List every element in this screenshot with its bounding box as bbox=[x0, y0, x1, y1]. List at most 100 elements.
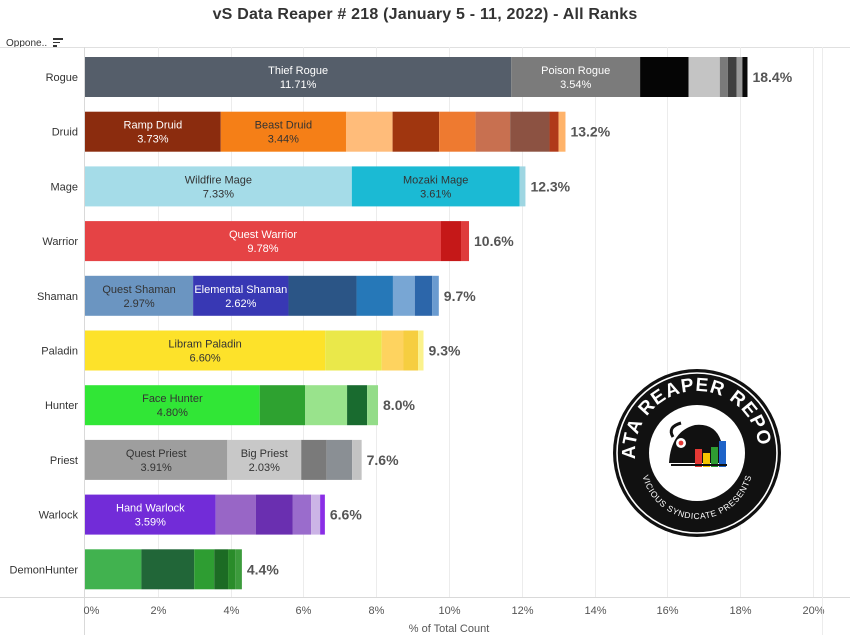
bar-segment bbox=[325, 330, 382, 371]
bar-segment bbox=[403, 330, 419, 371]
bar-segment bbox=[85, 494, 216, 535]
bar-segment bbox=[519, 166, 526, 207]
segment-value-label: 3.59% bbox=[135, 517, 166, 529]
reaper-icon bbox=[669, 421, 727, 467]
category-label: Hunter bbox=[45, 400, 78, 412]
bar-segment bbox=[439, 111, 476, 152]
category-label: Rogue bbox=[46, 72, 78, 84]
bar-segment bbox=[367, 385, 379, 426]
category-label: Paladin bbox=[41, 346, 78, 358]
segment-value-label: 3.91% bbox=[141, 462, 172, 474]
x-tick-label: 18% bbox=[729, 605, 751, 617]
segment-value-label: 11.71% bbox=[280, 79, 317, 91]
segment-name-label: Face Hunter bbox=[142, 393, 203, 405]
bar-segment bbox=[85, 221, 441, 262]
row-header-label: Oppone.. bbox=[6, 38, 48, 49]
bar-segment bbox=[510, 111, 550, 152]
segment-name-label: Wildfire Mage bbox=[185, 174, 252, 186]
x-tick-label: 10% bbox=[438, 605, 460, 617]
bar-segment bbox=[235, 549, 242, 590]
segment-name-label: Quest Shaman bbox=[102, 284, 175, 296]
total-label: 12.3% bbox=[530, 178, 570, 194]
category-label: Shaman bbox=[37, 291, 78, 303]
bar-segment bbox=[292, 494, 312, 535]
total-label: 9.3% bbox=[429, 343, 461, 359]
category-label: Druid bbox=[52, 127, 78, 139]
bar-segment bbox=[640, 57, 689, 97]
segment-value-label: 3.73% bbox=[137, 134, 168, 146]
bar-segment bbox=[311, 494, 321, 535]
segment-name-label: Beast Druid bbox=[255, 120, 312, 132]
x-tick-label: 20% bbox=[802, 605, 824, 617]
bar-segment bbox=[227, 439, 302, 480]
bar-segment bbox=[194, 549, 215, 590]
category-label: DemonHunter bbox=[10, 564, 79, 576]
x-tick-label: 6% bbox=[296, 605, 312, 617]
total-label: 13.2% bbox=[570, 124, 610, 140]
x-tick-label: 16% bbox=[656, 605, 678, 617]
total-label: 9.7% bbox=[444, 288, 476, 304]
data-reaper-logo: DATA REAPER REPORT VICIOUS SYNDICATE PRE… bbox=[611, 367, 781, 537]
segment-value-label: 9.78% bbox=[247, 243, 278, 255]
x-tick-label: 2% bbox=[151, 605, 167, 617]
segment-value-label: 3.44% bbox=[268, 134, 299, 146]
bar-segment bbox=[214, 549, 229, 590]
bar-segment bbox=[549, 111, 559, 152]
x-tick-label: 14% bbox=[584, 605, 606, 617]
x-tick-label: 8% bbox=[369, 605, 385, 617]
total-label: 18.4% bbox=[752, 69, 792, 85]
total-label: 8.0% bbox=[383, 397, 415, 413]
bar-segment bbox=[85, 439, 228, 480]
segment-name-label: Libram Paladin bbox=[168, 339, 241, 351]
bar-segment bbox=[228, 549, 236, 590]
bar-segment bbox=[736, 57, 743, 97]
bar-segment bbox=[288, 275, 357, 316]
bar-segment bbox=[727, 57, 737, 97]
segment-name-label: Hand Warlock bbox=[116, 503, 185, 515]
total-label: 7.6% bbox=[367, 452, 399, 468]
category-label: Priest bbox=[50, 455, 78, 467]
x-tick-label: 12% bbox=[511, 605, 533, 617]
bar-segment bbox=[85, 275, 194, 316]
chart-title: vS Data Reaper # 218 (January 5 - 11, 20… bbox=[212, 6, 638, 23]
bar-segment bbox=[141, 549, 195, 590]
bar-segment bbox=[85, 385, 260, 426]
bar-segment bbox=[193, 275, 289, 316]
segment-value-label: 7.33% bbox=[203, 188, 234, 200]
bar-segment bbox=[85, 57, 512, 97]
segment-value-label: 6.60% bbox=[190, 353, 221, 365]
bar-segment bbox=[511, 57, 641, 97]
segment-name-label: Poison Rogue bbox=[541, 65, 610, 77]
x-tick-label: 0% bbox=[84, 605, 100, 617]
bar-segment bbox=[475, 111, 511, 152]
bar-segment bbox=[461, 221, 470, 262]
total-label: 6.6% bbox=[330, 507, 362, 523]
bar-segment bbox=[432, 275, 439, 316]
segment-name-label: Quest Priest bbox=[126, 448, 187, 460]
bar-segment bbox=[742, 57, 748, 97]
bar-segment bbox=[301, 439, 327, 480]
segment-value-label: 2.03% bbox=[249, 462, 280, 474]
bar-segment bbox=[320, 494, 325, 535]
segment-name-label: Elemental Shaman bbox=[194, 284, 287, 296]
bar-segment bbox=[305, 385, 348, 426]
bar-segment bbox=[85, 330, 326, 371]
bar-segment bbox=[392, 275, 415, 316]
total-label: 10.6% bbox=[474, 233, 514, 249]
x-axis-title: % of Total Count bbox=[409, 623, 490, 635]
bar-segment bbox=[440, 221, 462, 262]
row-header[interactable]: Oppone.. bbox=[6, 38, 64, 49]
bar-segment bbox=[85, 549, 142, 590]
x-tick-label: 4% bbox=[224, 605, 240, 617]
bar-segment bbox=[259, 385, 306, 426]
bar-segment bbox=[326, 439, 353, 480]
sort-icon[interactable] bbox=[53, 38, 64, 47]
segment-value-label: 2.62% bbox=[225, 298, 256, 310]
segment-name-label: Thief Rogue bbox=[268, 65, 328, 77]
bar-segment bbox=[356, 275, 393, 316]
total-label: 4.4% bbox=[247, 561, 279, 577]
segment-value-label: 3.61% bbox=[420, 188, 451, 200]
bar-segment bbox=[381, 330, 404, 371]
category-label: Mage bbox=[50, 181, 78, 193]
